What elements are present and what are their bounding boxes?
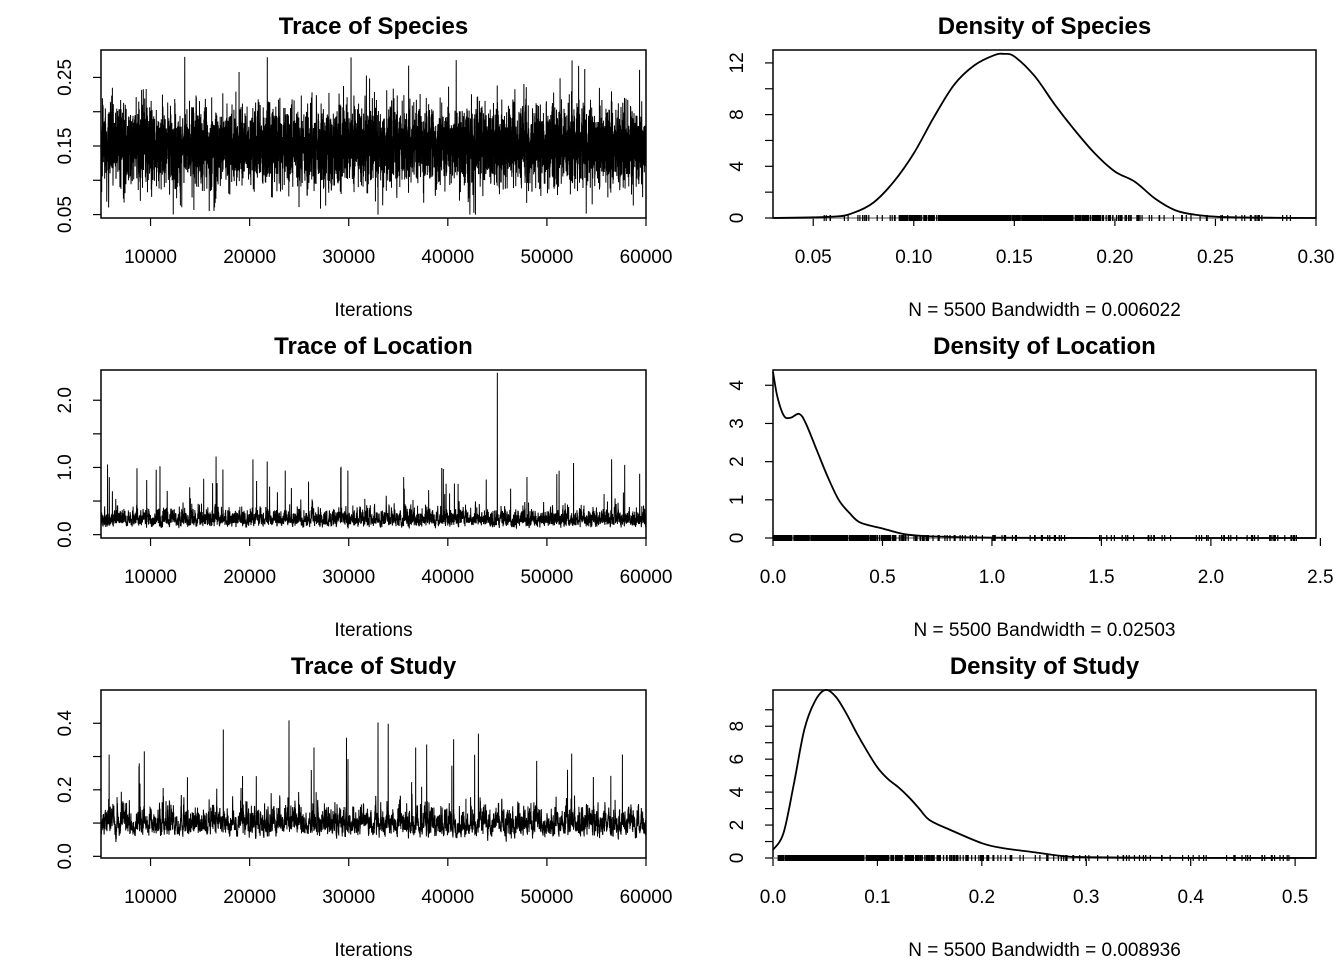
y-tick-label: 0.0 <box>55 521 76 547</box>
x-tick-label: 20000 <box>223 567 276 588</box>
x-tick-label: 0.2 <box>969 887 995 908</box>
x-tick-label: 2.0 <box>1198 567 1224 588</box>
y-tick-label: 0 <box>727 853 748 864</box>
plot-frame <box>772 49 1317 219</box>
panel-title: Density of Species <box>938 13 1151 40</box>
x-tick-label: 60000 <box>620 567 673 588</box>
x-axis-label: N = 5500 Bandwidth = 0.02503 <box>914 620 1176 641</box>
trace-line <box>100 372 647 530</box>
x-tick-label: 20000 <box>223 887 276 908</box>
trace-line <box>100 56 647 215</box>
y-tick-label: 4 <box>727 786 748 797</box>
panel-6: Density of Study N = 5500 Bandwidth = 0.0… <box>727 653 1317 960</box>
plot-frame <box>772 689 1317 859</box>
x-tick-label: 10000 <box>124 887 177 908</box>
x-tick-label: 40000 <box>421 887 474 908</box>
x-tick-label: 60000 <box>620 247 673 268</box>
y-tick-label: 4 <box>727 380 748 391</box>
y-tick-label: 2 <box>727 456 748 467</box>
density-curve <box>772 688 1317 859</box>
x-tick-label: 30000 <box>322 247 375 268</box>
x-tick-label: 0.25 <box>1197 247 1234 268</box>
x-axis-label: Iterations <box>334 620 412 641</box>
panel-title: Trace of Location <box>274 333 473 360</box>
x-tick-label: 30000 <box>322 567 375 588</box>
y-tick-label: 0.05 <box>55 196 76 233</box>
x-tick-label: 50000 <box>520 567 573 588</box>
x-tick-label: 1.0 <box>979 567 1005 588</box>
x-tick-label: 30000 <box>322 887 375 908</box>
panel-2: Density of Species N = 5500 Bandwidth = 0… <box>727 13 1334 321</box>
panel-3: Trace of Location Iterations 10000 20000 300… <box>55 333 672 641</box>
y-tick-label: 4 <box>727 161 748 172</box>
y-tick-label: 0.0 <box>55 843 76 869</box>
panel-title: Density of Location <box>933 333 1156 360</box>
x-tick-label: 2.5 <box>1307 567 1333 588</box>
plot-frame <box>100 369 647 539</box>
panel-title: Trace of Species <box>279 13 468 40</box>
x-tick-label: 40000 <box>421 567 474 588</box>
rug-marks <box>823 215 1291 221</box>
x-tick-label: 1.5 <box>1088 567 1114 588</box>
y-tick-label: 3 <box>727 418 748 429</box>
panel-5: Trace of Study Iterations 10000 20000 30000 4… <box>55 653 672 960</box>
x-tick-label: 0.1 <box>864 887 890 908</box>
x-tick-label: 40000 <box>421 247 474 268</box>
x-tick-label: 20000 <box>223 247 276 268</box>
panel-title: Density of Study <box>950 653 1140 680</box>
y-tick-label: 0 <box>727 533 748 544</box>
x-axis-label: Iterations <box>334 300 412 321</box>
plot-frame <box>772 369 1317 539</box>
x-tick-label: 0.3 <box>1073 887 1099 908</box>
x-tick-label: 10000 <box>124 567 177 588</box>
x-tick-label: 0.10 <box>895 247 932 268</box>
y-tick-label: 0 <box>727 213 748 224</box>
x-tick-label: 0.20 <box>1096 247 1133 268</box>
density-curve <box>772 371 1316 539</box>
y-tick-label: 0.15 <box>55 128 76 165</box>
panel-1: Trace of Species Iterations 10000 20000 3000… <box>55 13 672 321</box>
x-axis-label: N = 5500 Bandwidth = 0.008936 <box>908 940 1181 960</box>
y-tick-label: 1.0 <box>55 454 76 480</box>
y-tick-label: 8 <box>727 721 748 732</box>
plot-frame <box>100 689 647 859</box>
panel-4: Density of Location N = 5500 Bandwidth = … <box>727 333 1334 641</box>
y-tick-label: 0.25 <box>55 59 76 96</box>
x-tick-label: 60000 <box>620 887 673 908</box>
y-tick-label: 12 <box>727 52 748 73</box>
x-tick-label: 0.15 <box>996 247 1033 268</box>
x-tick-label: 0.30 <box>1298 247 1335 268</box>
y-tick-label: 6 <box>727 754 748 765</box>
y-tick-label: 0.2 <box>55 777 76 803</box>
y-tick-label: 2.0 <box>55 387 76 413</box>
x-tick-label: 0.5 <box>1282 887 1308 908</box>
y-tick-label: 8 <box>727 109 748 120</box>
density-curve <box>772 52 1317 219</box>
x-axis-label: N = 5500 Bandwidth = 0.006022 <box>908 300 1181 321</box>
x-tick-label: 0.4 <box>1177 887 1204 908</box>
x-tick-label: 10000 <box>124 247 177 268</box>
x-tick-label: 0.0 <box>760 887 786 908</box>
y-tick-label: 1 <box>727 495 748 506</box>
trace-line <box>100 720 647 842</box>
x-tick-label: 50000 <box>520 887 573 908</box>
panel-title: Trace of Study <box>291 653 457 680</box>
rug-marks <box>777 855 1290 861</box>
y-tick-label: 0.4 <box>55 710 76 737</box>
y-tick-label: 2 <box>727 820 748 831</box>
x-tick-label: 0.05 <box>795 247 832 268</box>
x-tick-label: 0.0 <box>760 567 786 588</box>
x-tick-label: 50000 <box>520 247 573 268</box>
x-axis-label: Iterations <box>334 940 412 960</box>
x-tick-label: 0.5 <box>869 567 895 588</box>
rug-marks <box>772 535 1297 541</box>
